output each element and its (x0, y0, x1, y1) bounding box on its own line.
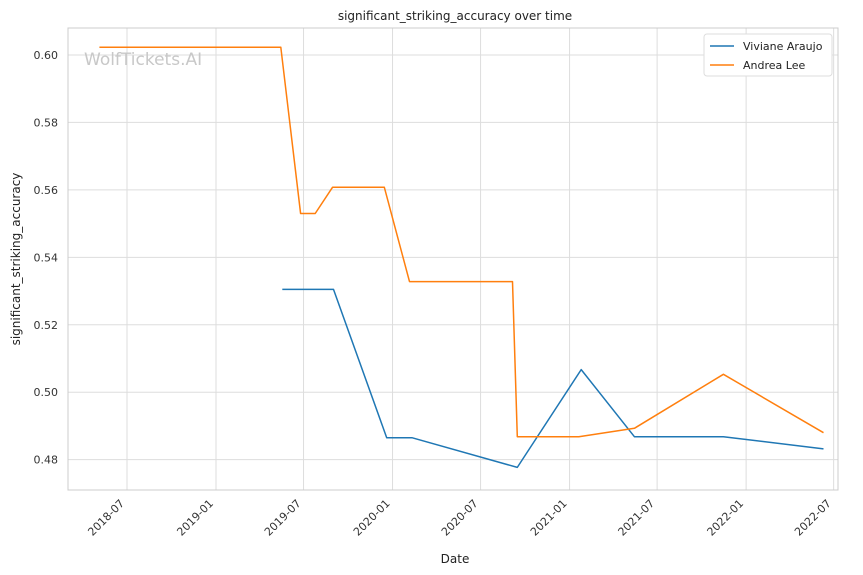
y-tick-label: 0.48 (34, 454, 59, 467)
y-axis-title: significant_striking_accuracy (9, 173, 23, 346)
legend-label: Viviane Araujo (743, 40, 823, 53)
series-layer (99, 46, 824, 469)
y-tick-label: 0.54 (34, 251, 59, 264)
grid (68, 28, 838, 490)
y-tick-label: 0.58 (34, 116, 59, 129)
y-tick-label: 0.52 (34, 319, 59, 332)
legend: Viviane Araujo Andrea Lee (703, 33, 833, 77)
y-tick-label: 0.56 (34, 184, 59, 197)
y-tick-label: 0.60 (34, 49, 59, 62)
chart-title: significant_striking_accuracy over time (338, 9, 572, 23)
series-line-1 (99, 46, 824, 438)
x-axis-title: Date (441, 552, 470, 566)
watermark: WolfTickets.AI (84, 50, 202, 70)
y-tick-labels: 0.48 0.50 0.52 0.54 0.56 0.58 0.60 (34, 49, 59, 467)
legend-label: Andrea Lee (743, 59, 805, 72)
legend-box (703, 33, 833, 77)
plot-frame (67, 27, 839, 491)
series-line-0 (282, 288, 824, 469)
y-tick-label: 0.50 (34, 386, 59, 399)
